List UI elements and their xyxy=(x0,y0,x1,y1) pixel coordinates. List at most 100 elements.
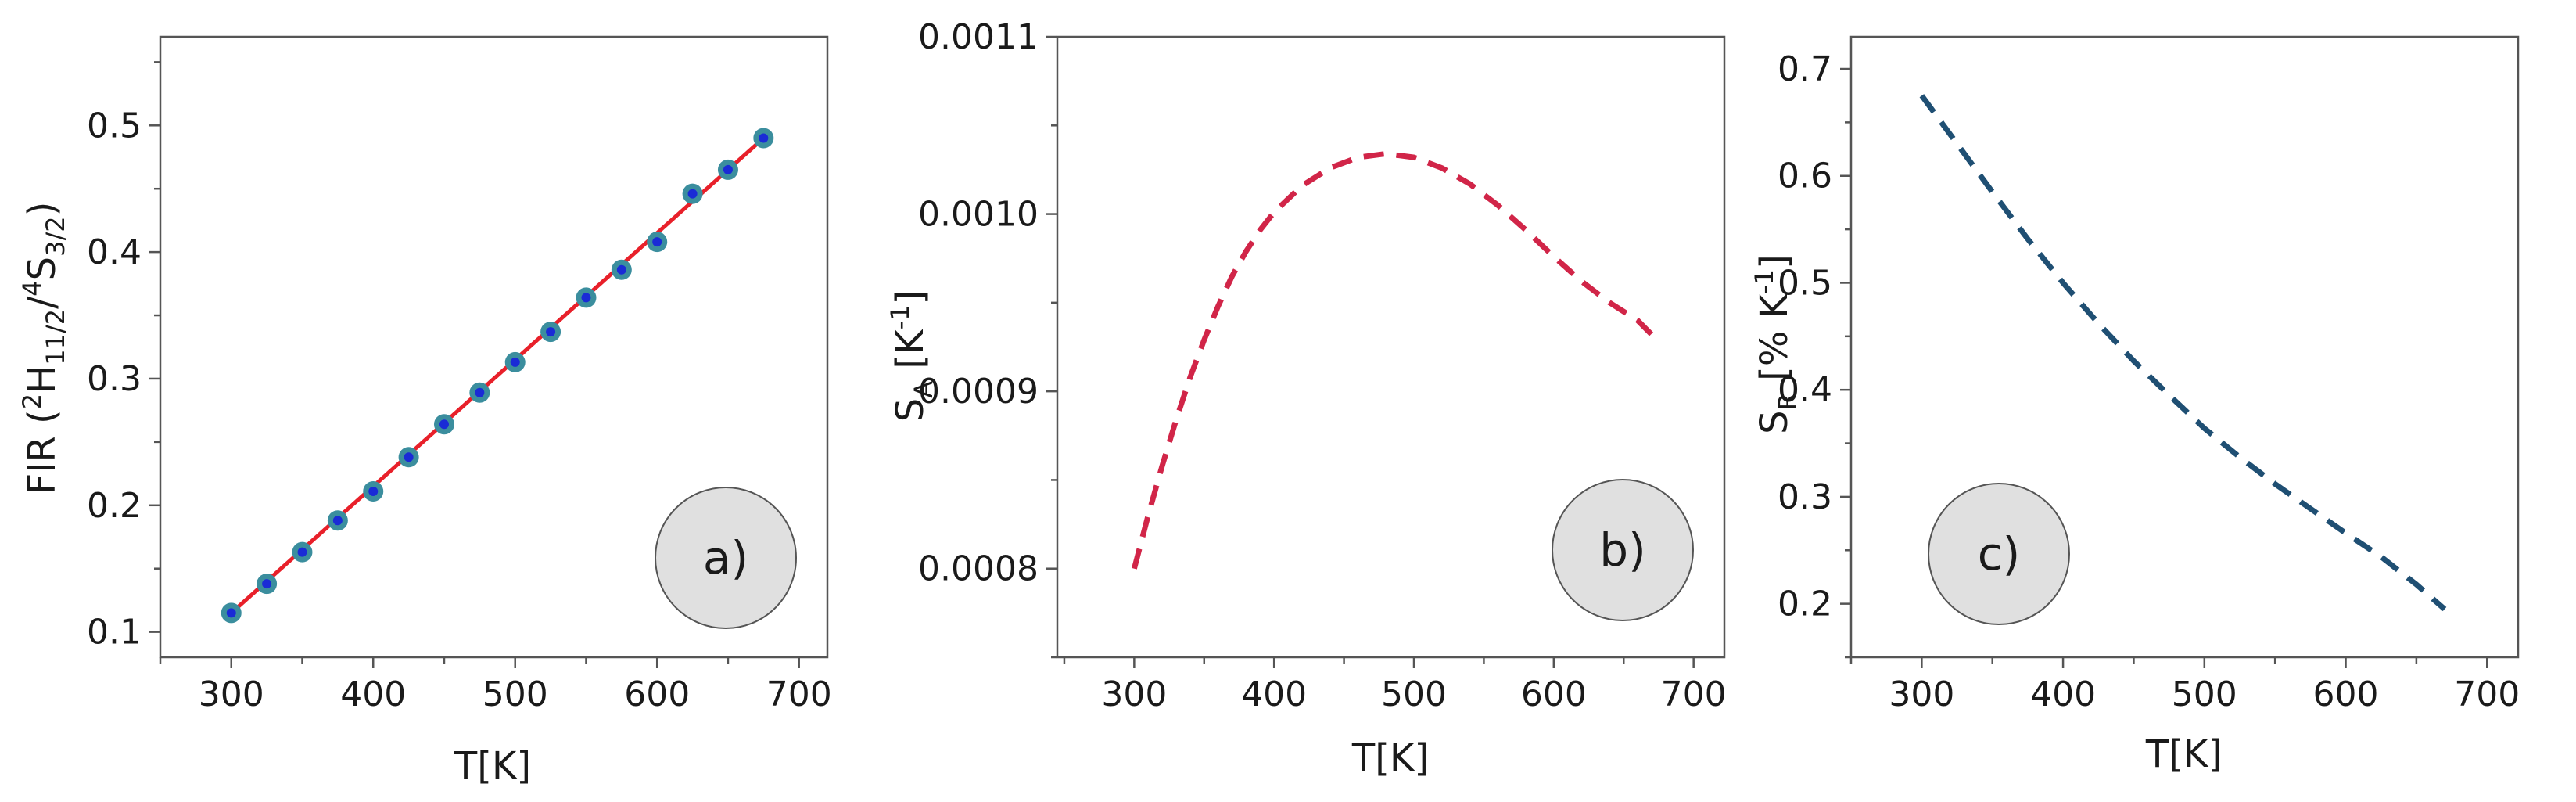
panel-a-data-point xyxy=(540,322,561,343)
panel-b-frame xyxy=(1056,35,1726,659)
panel-a-badge-circle xyxy=(655,487,797,629)
data-point-inner xyxy=(687,189,698,199)
panel-c-y-tick-label: 0.3 xyxy=(1778,477,1832,517)
data-point-inner xyxy=(262,579,272,589)
panel-b-series-line xyxy=(1132,150,1654,570)
panel-b-line xyxy=(1132,150,1654,570)
panel-a-badge: a) xyxy=(655,487,797,629)
panel-c-x-tick-label: 300 xyxy=(1889,674,1954,714)
panel-c-y-tick-label: 0.6 xyxy=(1778,156,1832,196)
panel-a-x-tick-label: 400 xyxy=(340,674,406,714)
panel-b-x-axis-title: T[K] xyxy=(1351,736,1429,780)
panel-a-x-tick-label: 600 xyxy=(624,674,690,714)
panel-b: 300 400 500 600 700 0.0008 0.0009 0.0010 0.0011… xyxy=(885,17,1727,780)
panel-a-fit-line xyxy=(230,136,765,615)
panel-a-data-point xyxy=(363,480,384,502)
data-point-inner xyxy=(546,327,556,337)
panel-c-x-axis-title: T[K] xyxy=(2145,732,2223,776)
data-point-inner xyxy=(759,133,769,143)
panel-a-x-tick-labels: 300 400 500 600 700 xyxy=(199,674,832,714)
data-point-inner xyxy=(652,237,662,247)
panel-a-data-point xyxy=(292,541,313,563)
panel-a: 300 400 500 600 700 0.10.20.30.40.5 a) T[K] … xyxy=(17,35,832,788)
panel-a-frame xyxy=(159,35,829,659)
panel-a-data-point xyxy=(221,602,242,624)
panel-c-badge: c) xyxy=(1928,483,2070,625)
panel-c-x-tick-label: 700 xyxy=(2454,674,2520,714)
panel-c-ticks xyxy=(1840,67,2488,668)
panel-a-y-tick-label: 0.2 xyxy=(87,486,142,526)
panel-a-y-axis-title: FIR (2H11/2/4S3/2) xyxy=(17,202,70,495)
panel-c-frame xyxy=(1849,35,2520,659)
panel-b-x-tick-labels: 300 400 500 600 700 xyxy=(1101,674,1726,714)
panel-b-x-tick-label: 700 xyxy=(1661,674,1727,714)
panel-a-points xyxy=(221,128,774,624)
panel-a-data-point xyxy=(469,382,490,403)
panel-a-data-point xyxy=(257,574,278,595)
panel-a-data-point xyxy=(647,232,668,253)
panel-a-data-point xyxy=(576,287,597,308)
panel-c-y-axis-title: SR [% K-1] xyxy=(1749,254,1803,434)
panel-a-data-point xyxy=(611,259,632,280)
panel-b-x-tick-label: 500 xyxy=(1381,674,1447,714)
panel-a-x-tick-label: 700 xyxy=(766,674,832,714)
panel-a-x-tick-label: 300 xyxy=(199,674,264,714)
panel-b-y-tick-label: 0.0010 xyxy=(918,195,1039,235)
data-point-inner xyxy=(404,452,414,462)
panel-c-series-line xyxy=(1919,94,2447,612)
data-point-inner xyxy=(226,608,236,618)
panel-c-x-tick-labels: 300 400 500 600 700 xyxy=(1889,674,2520,714)
panel-c-y-tick-label: 0.2 xyxy=(1778,584,1832,624)
panel-a-data-point xyxy=(398,447,419,468)
panel-a-y-tick-label: 0.5 xyxy=(87,106,142,146)
panel-b-y-tick-label: 0.0009 xyxy=(918,372,1039,412)
panel-a-x-tick-label: 500 xyxy=(483,674,548,714)
panel-b-badge: b) xyxy=(1552,479,1694,621)
panel-a-badge-label: a) xyxy=(703,531,748,584)
panel-c-badge-label: c) xyxy=(1978,527,2021,581)
data-point-inner xyxy=(510,357,520,367)
data-point-inner xyxy=(368,486,379,496)
panel-b-badge-label: b) xyxy=(1599,523,1645,577)
panel-b-y-axis-title: SA [K-1] xyxy=(885,290,938,422)
panel-b-y-tick-label: 0.0008 xyxy=(918,549,1039,589)
panel-b-badge-circle xyxy=(1552,479,1694,621)
panel-a-data-point xyxy=(504,351,526,372)
panel-b-y-tick-label: 0.0011 xyxy=(918,17,1039,57)
panel-a-y-tick-label: 0.4 xyxy=(87,232,142,272)
panel-a-data-point xyxy=(682,183,703,204)
panel-c-badge-circle xyxy=(1928,483,2070,625)
panel-c-x-tick-label: 600 xyxy=(2313,674,2379,714)
panel-a-data-point xyxy=(327,510,348,531)
panel-b-ticks xyxy=(1046,35,1695,668)
panel-a-data-point xyxy=(753,128,774,149)
data-point-inner xyxy=(581,293,591,303)
panel-c-y-tick-label: 0.4 xyxy=(1778,370,1832,410)
panel-c-y-tick-label: 0.7 xyxy=(1778,49,1832,89)
data-point-inner xyxy=(616,264,626,275)
panel-a-fit xyxy=(230,136,765,615)
panel-a-ticks xyxy=(149,61,800,668)
data-point-inner xyxy=(439,419,449,430)
panel-c-y-tick-label: 0.5 xyxy=(1778,263,1832,303)
panel-a-data-point xyxy=(433,414,454,435)
panel-a-data-point xyxy=(717,159,738,180)
panel-b-x-tick-label: 400 xyxy=(1241,674,1307,714)
panel-b-x-tick-label: 300 xyxy=(1101,674,1167,714)
panel-a-y-tick-labels: 0.1 0.2 0.3 0.4 0.5 xyxy=(87,106,142,652)
panel-a-y-tick-label: 0.1 xyxy=(87,613,142,653)
panel-c-y-tick-labels: 0.2 0.3 0.4 0.5 0.6 0.7 xyxy=(1778,49,1832,624)
panel-c-x-tick-label: 500 xyxy=(2172,674,2237,714)
panel-c-x-tick-label: 400 xyxy=(2030,674,2096,714)
panel-c: 300 400 500 600 700 0.2 0.3 0.4 0.5 0.6 0.7 c) T[… xyxy=(1749,35,2520,776)
panel-c-line xyxy=(1919,94,2447,612)
data-point-inner xyxy=(297,547,307,557)
data-point-inner xyxy=(475,387,485,397)
panel-a-y-tick-label: 0.3 xyxy=(87,359,142,399)
panel-a-x-axis-title: T[K] xyxy=(454,744,531,788)
data-point-inner xyxy=(723,164,733,174)
panel-b-x-tick-label: 600 xyxy=(1521,674,1587,714)
data-point-inner xyxy=(332,516,343,526)
panel-b-y-tick-labels: 0.0008 0.0009 0.0010 0.0011 xyxy=(918,17,1039,589)
